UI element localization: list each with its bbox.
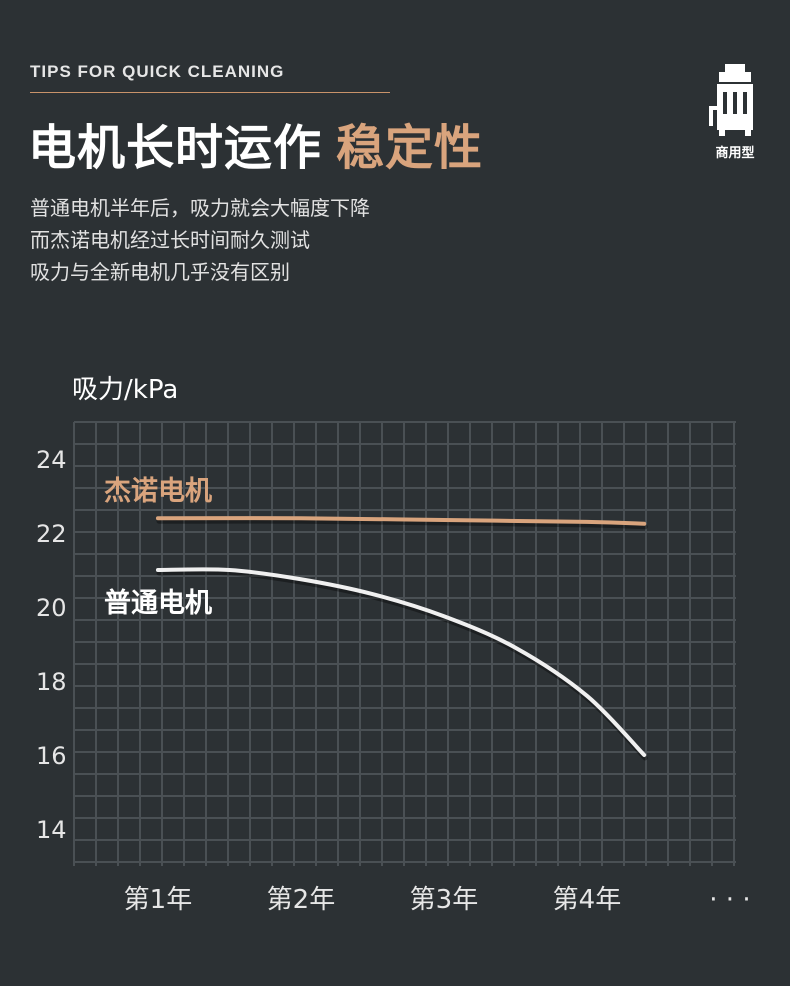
y-tick-label: 16 [36,742,67,770]
series-line-jienuo [155,516,647,526]
y-ticks: 24 22 20 18 16 14 [36,446,67,844]
suction-chart: 吸力/kPa 24 22 20 18 16 14 第1年 第2年 第3年 第4年 · · · 杰诺… [36,375,751,915]
y-axis-label: 吸力/kPa [72,375,178,405]
description-line-1: 普通电机半年后，吸力就会大幅度下降 [30,196,370,220]
series-line-ordinary [155,567,647,757]
commercial-badge: 商用型 [700,62,770,161]
y-tick-label: 24 [36,446,67,474]
series-label-ordinary: 普通电机 [104,587,212,619]
x-tick-label: 第2年 [267,885,336,915]
x-tick-label: 第3年 [410,885,479,915]
series-label-jienuo: 杰诺电机 [104,476,212,507]
chart-grid [73,421,736,866]
y-tick-label: 22 [36,520,67,548]
x-tick-label: 第1年 [124,885,193,915]
commercial-vacuum-icon [709,64,753,136]
page-title: 电机长时运作 稳定性 [28,108,483,178]
title-accent: 稳定性 [336,120,484,176]
series-line-shadow [156,518,648,530]
tips-label: TIPS FOR QUICK CLEANING [30,62,285,81]
title-main: 电机长时运作 [28,120,323,176]
badge-label: 商用型 [715,146,755,161]
y-tick-label: 20 [36,594,67,622]
x-ticks: 第1年 第2年 第3年 第4年 · · · [124,885,751,915]
description-line-3: 吸力与全新电机几乎没有区别 [30,260,290,284]
y-tick-label: 14 [36,816,67,844]
x-tick-label: · · · [709,885,750,915]
description: 普通电机半年后，吸力就会大幅度下降 而杰诺电机经过长时间耐久测试 吸力与全新电机… [30,192,370,288]
tips-underline [30,92,390,93]
description-line-2: 而杰诺电机经过长时间耐久测试 [30,228,310,252]
y-tick-label: 18 [36,668,67,696]
x-tick-label: 第4年 [553,885,622,915]
